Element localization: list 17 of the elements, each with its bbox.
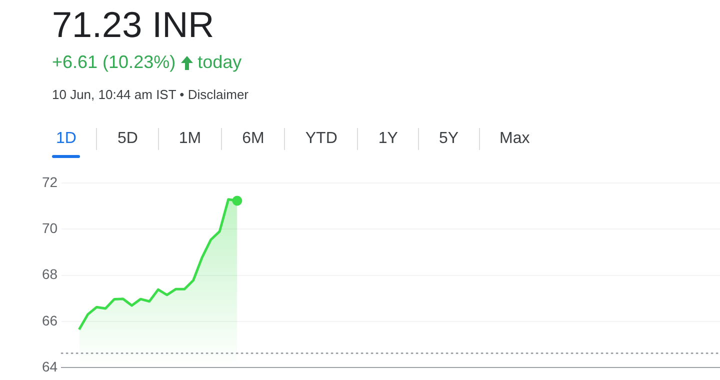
- text: Max: [478, 128, 550, 150]
- y-tick-label: 64: [42, 358, 58, 374]
- text: 6M: [221, 128, 284, 150]
- text: 10 Jun, 10:44 am IST • Disclaimer: [52, 87, 249, 102]
- text: 5D: [96, 128, 158, 150]
- chart-title: 71.23 INR: [52, 4, 214, 46]
- chart-subtitle: +6.61 (10.23%): [52, 52, 176, 73]
- y-tick-label: 66: [42, 312, 58, 328]
- text: today: [198, 52, 242, 73]
- text: 5Y: [418, 128, 479, 150]
- y-tick-label: 72: [42, 174, 58, 190]
- text: 1Y: [357, 128, 418, 150]
- text: 1D: [52, 128, 96, 150]
- text: 1M: [158, 128, 222, 150]
- y-tick-label: 68: [42, 266, 58, 282]
- text: YTD: [284, 128, 358, 150]
- y-tick-label: 70: [42, 220, 58, 236]
